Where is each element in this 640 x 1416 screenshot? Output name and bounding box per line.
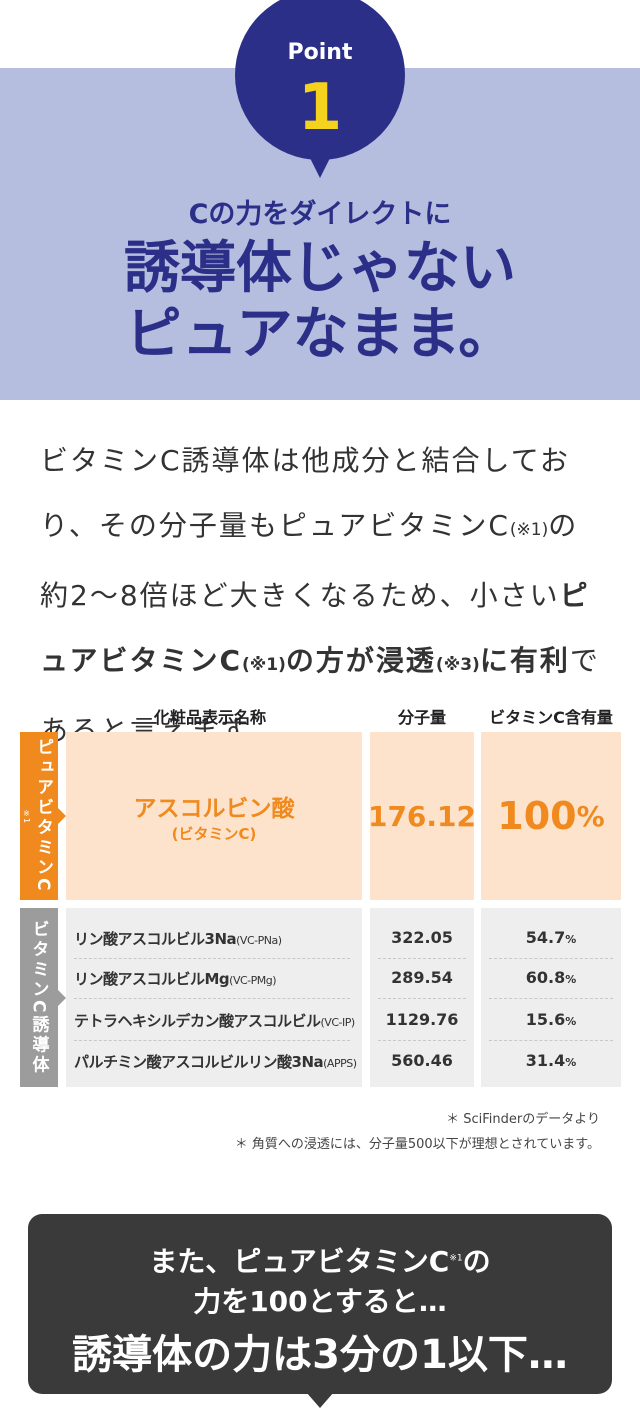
content: 54.7% — [481, 928, 621, 947]
pure-content: 100% — [481, 732, 621, 900]
ingredient-name: リン酸アスコルビルMg(VC-PMg) — [74, 968, 362, 989]
emphasis: の方が浸透 — [285, 644, 436, 677]
content: 31.4% — [481, 1051, 621, 1070]
point-label: Point — [287, 40, 353, 65]
group-label: ピュアビタミンC ※1 — [20, 732, 58, 900]
content-unit: % — [565, 1015, 577, 1028]
ingredient-name: テトラヘキシルデカン酸アスコルビル(VC-IP) — [74, 1010, 362, 1031]
point-number: 1 — [297, 71, 343, 145]
derivative-name-cell — [66, 908, 362, 1087]
note-ref: (※1) — [509, 520, 549, 540]
footnote: ＊ SciFinderのデータより — [446, 1112, 600, 1127]
note-ref: ※1 — [449, 1253, 463, 1264]
row-separator — [378, 958, 466, 959]
text: テトラヘキシルデカン酸アスコルビル — [74, 1012, 321, 1030]
note-ref: (※3) — [435, 655, 480, 675]
row-separator — [489, 998, 613, 999]
text: の — [462, 1245, 491, 1278]
row-separator — [74, 958, 350, 959]
content-unit: % — [576, 799, 605, 833]
callout-emphasis: 誘導体の力は3分の1以下… — [72, 1332, 568, 1378]
row-separator — [378, 998, 466, 999]
content-unit: % — [565, 973, 577, 986]
molecular-weight: 322.05 — [391, 928, 453, 947]
group-label: ビタミンC誘導体 — [20, 908, 58, 1087]
code: (VC-PNa) — [236, 934, 282, 947]
badge-pointer — [306, 150, 334, 178]
ingredient-sub: (ビタミンC) — [171, 824, 257, 843]
content-value: 60.8 — [525, 968, 566, 987]
table-header: 化粧品表示名称 — [153, 708, 266, 727]
molecular-weight: 1129.76 — [385, 1010, 459, 1029]
content: 15.6% — [481, 1010, 621, 1029]
note-ref: (※1) — [242, 655, 286, 675]
code: (VC-IP) — [320, 1016, 356, 1029]
row-separator — [489, 958, 613, 959]
ingredient-name: アスコルビン酸 — [133, 795, 295, 822]
text: リン酸アスコルビルMg — [74, 970, 230, 988]
emphasis: に有利 — [479, 644, 570, 677]
text: の約2〜8倍ほど大きくなるため、小さい — [40, 509, 579, 612]
text: リン酸アスコルビル3Na — [74, 930, 237, 948]
content-value: 100 — [497, 794, 577, 838]
callout-box — [28, 1214, 612, 1394]
derivative-mw-cell — [370, 908, 474, 1087]
group-label-text: ピュアビタミンC — [33, 738, 53, 894]
row-separator — [74, 1040, 350, 1041]
content-value: 54.7 — [525, 928, 566, 947]
label-arrow — [58, 990, 66, 1006]
footnote: ＊ 角質への浸透には、分子量500以下が理想とされています。 — [234, 1137, 600, 1152]
label-arrow — [58, 808, 66, 824]
heading-sub: Cの力をダイレクトに — [188, 199, 452, 230]
row-separator — [74, 998, 350, 999]
ingredient-name: パルチミン酸アスコルビルリン酸3Na(APPS) — [74, 1051, 362, 1072]
code: (VC-PMg) — [229, 974, 277, 987]
content: 60.8% — [481, 968, 621, 987]
group-note: ※1 — [22, 808, 31, 824]
callout-line: また、ピュアビタミンC※1の — [0, 1240, 640, 1280]
heading-line: ピュアなまま。 — [125, 302, 515, 367]
pure-name-cell: アスコルビン酸 (ビタミンC) — [66, 732, 362, 900]
content-unit: % — [565, 933, 577, 946]
molecular-weight: 560.46 — [391, 1051, 453, 1070]
table-header: ビタミンC含有量 — [489, 708, 613, 727]
text: また、ピュアビタミンC — [149, 1245, 450, 1278]
text: パルチミン酸アスコルビルリン酸3Na — [74, 1053, 324, 1071]
table-header: 分子量 — [397, 708, 446, 727]
callout-pointer — [306, 1392, 334, 1408]
content-unit: % — [565, 1056, 577, 1069]
content-value: 31.4 — [525, 1051, 566, 1070]
content-value: 15.6 — [525, 1010, 566, 1029]
row-separator — [378, 1040, 466, 1041]
point-badge — [235, 0, 405, 160]
text: ビタミンC誘導体は他成分と結合しており、その分子量もピュアビタミンC — [40, 444, 570, 542]
callout-line: 力を100とすると… — [193, 1285, 447, 1318]
code: (APPS) — [323, 1057, 357, 1070]
molecular-weight: 289.54 — [391, 968, 453, 987]
derivative-content-cell — [481, 908, 621, 1087]
row-separator — [489, 1040, 613, 1041]
pure-mw: 176.12 — [368, 732, 476, 900]
heading-line: 誘導体じゃない — [124, 236, 516, 301]
ingredient-name: リン酸アスコルビル3Na(VC-PNa) — [74, 928, 362, 949]
emphasis: ピュアビタミンC — [40, 579, 590, 677]
